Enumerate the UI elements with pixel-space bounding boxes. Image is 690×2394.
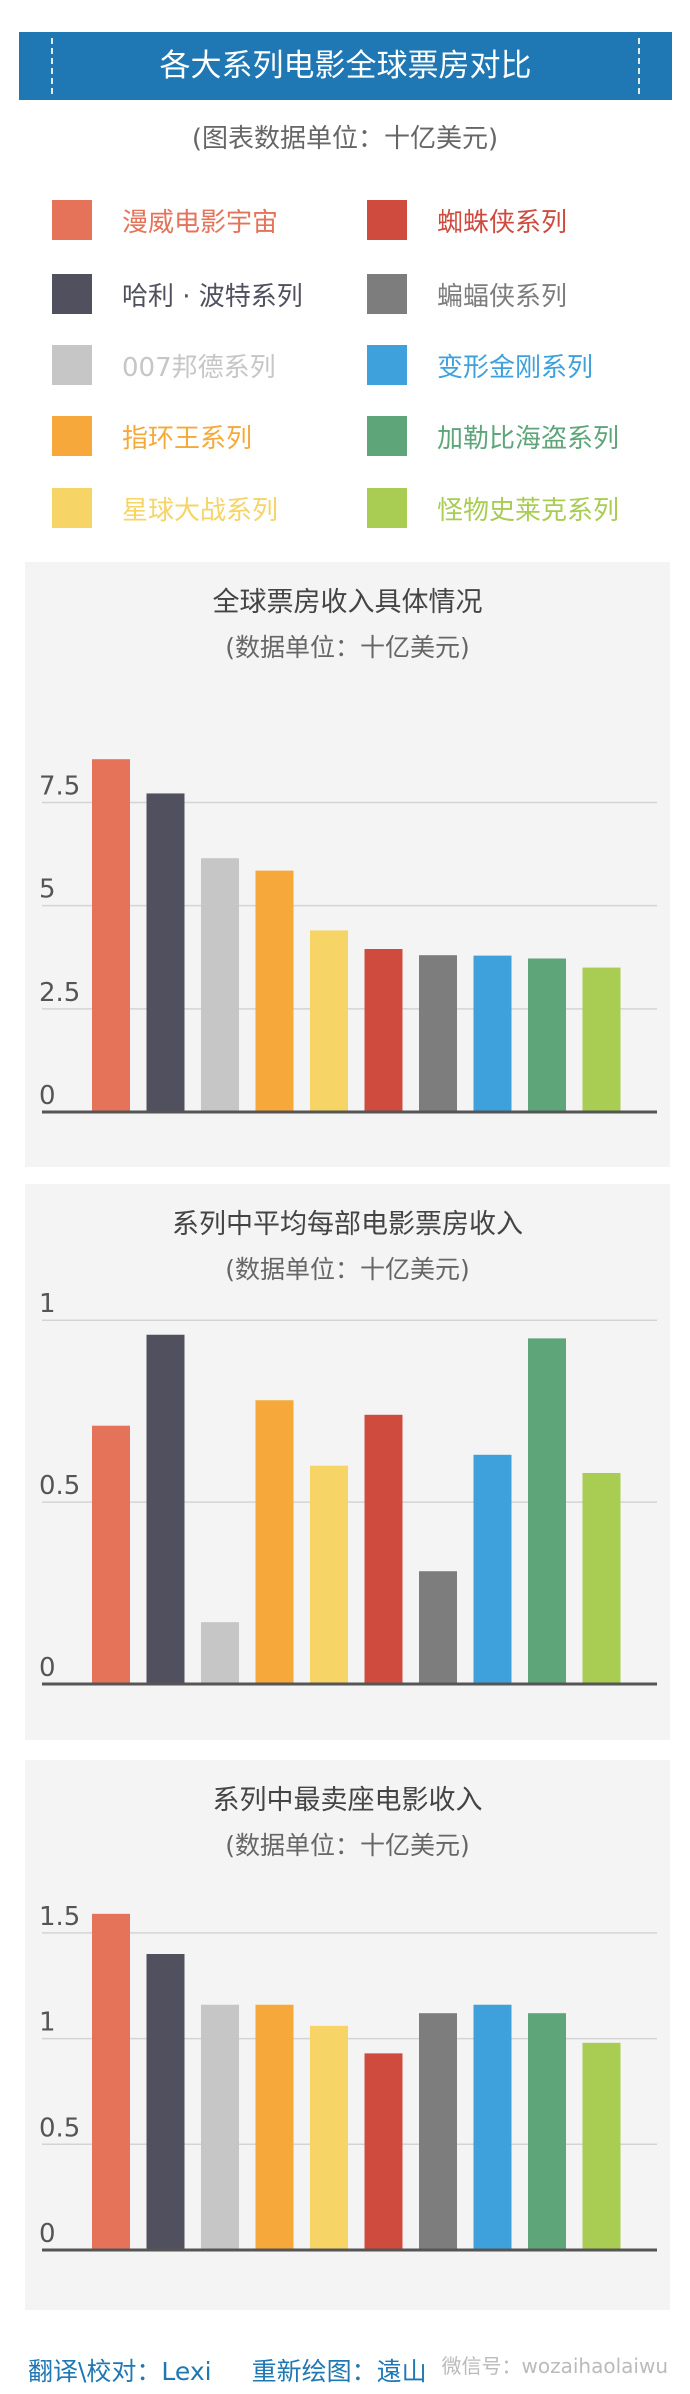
legend-label: 007邦德系列 bbox=[122, 352, 276, 383]
credit-translate: 翻译\校对：Lexi bbox=[28, 2357, 212, 2386]
chart-top-grossing-film: 0 0.5 1 1.5 bbox=[39, 1902, 657, 2252]
bar bbox=[146, 1334, 185, 1684]
legend-item: 加勒比海盗系列 bbox=[367, 416, 619, 456]
y-tick-label: 5 bbox=[39, 875, 56, 905]
legend-swatch bbox=[367, 416, 407, 456]
legend-swatch bbox=[52, 200, 92, 240]
bar bbox=[419, 955, 457, 1112]
bar bbox=[364, 2053, 403, 2250]
chart-title: 系列中最卖座电影收入 bbox=[212, 1785, 483, 1816]
legend-swatch bbox=[52, 416, 92, 456]
credit-redraw: 重新绘图：遠山 bbox=[251, 2357, 427, 2386]
legend-item: 007邦德系列 bbox=[52, 345, 276, 385]
watermark: 微信号：wozaihaolaiwu bbox=[441, 2354, 668, 2378]
legend-label: 漫威电影宇宙 bbox=[122, 207, 279, 238]
legend-item: 星球大战系列 bbox=[52, 488, 278, 528]
bar bbox=[473, 1454, 512, 1684]
y-tick-label: 1 bbox=[39, 1289, 56, 1319]
bar bbox=[419, 2013, 457, 2250]
legend-label: 指环王系列 bbox=[122, 423, 253, 454]
bar bbox=[146, 793, 185, 1112]
legend-swatch bbox=[367, 200, 407, 240]
chart-panel-top-film: 系列中最卖座电影收入 (数据单位：十亿美元) 0 0.5 1 1.5 bbox=[25, 1760, 670, 2310]
legend-swatch bbox=[52, 488, 92, 528]
bar bbox=[255, 1400, 294, 1684]
bar bbox=[528, 958, 566, 1112]
bar bbox=[364, 1414, 403, 1684]
chart-average-per-film: 00.51 bbox=[39, 1289, 657, 1686]
legend-item: 漫威电影宇宙 bbox=[52, 200, 278, 240]
bar bbox=[310, 1465, 348, 1684]
unit-note: (图表数据单位：十亿美元) bbox=[191, 124, 499, 154]
legend-label: 星球大战系列 bbox=[122, 495, 279, 526]
bar bbox=[201, 1622, 239, 1684]
y-tick-label: 0.5 bbox=[39, 1471, 80, 1501]
legend-item: 指环王系列 bbox=[52, 416, 252, 456]
y-tick-label: 0 bbox=[39, 1653, 56, 1683]
bar bbox=[528, 1338, 566, 1684]
bar bbox=[473, 2004, 512, 2250]
bar bbox=[255, 2004, 294, 2250]
bar bbox=[582, 2042, 621, 2250]
legend-item: 蜘蛛侠系列 bbox=[367, 200, 567, 240]
bar bbox=[473, 955, 512, 1112]
bar bbox=[255, 870, 294, 1112]
legend-item: 哈利 · 波特系列 bbox=[52, 274, 303, 314]
bar bbox=[582, 1472, 621, 1684]
footer-credits: 翻译\校对：Lexi 重新绘图：遠山 bbox=[28, 2352, 459, 2388]
legend-swatch bbox=[52, 274, 92, 314]
bar bbox=[310, 2025, 348, 2250]
legend-label: 怪物史莱克系列 bbox=[437, 495, 620, 526]
chart-title: 全球票房收入具体情况 bbox=[212, 587, 483, 618]
chart-subtitle: (数据单位：十亿美元) bbox=[225, 633, 470, 662]
legend-swatch bbox=[367, 274, 407, 314]
bar bbox=[201, 858, 239, 1112]
chart-title: 系列中平均每部电影票房收入 bbox=[172, 1209, 523, 1240]
header-dash-left bbox=[51, 38, 53, 94]
y-tick-label: 1 bbox=[39, 2008, 56, 2038]
bar bbox=[419, 1571, 457, 1684]
bar bbox=[528, 2013, 566, 2250]
header-banner: 各大系列电影全球票房对比 bbox=[19, 32, 672, 100]
legend-label: 蝙蝠侠系列 bbox=[437, 281, 568, 312]
bar bbox=[310, 930, 348, 1112]
page-title: 各大系列电影全球票房对比 bbox=[159, 48, 532, 84]
bar bbox=[92, 1425, 130, 1684]
chart-total-box-office: 0 2.5 5 7.5 bbox=[39, 759, 657, 1114]
chart-subtitle: (数据单位：十亿美元) bbox=[225, 1831, 470, 1860]
legend: 漫威电影宇宙 蜘蛛侠系列 哈利 · 波特系列 蝙蝠侠系列 007邦德系列 变形金… bbox=[52, 200, 652, 540]
legend-swatch bbox=[367, 345, 407, 385]
bar bbox=[92, 759, 130, 1112]
bar bbox=[364, 949, 403, 1112]
chart-panel-average: 系列中平均每部电影票房收入 (数据单位：十亿美元) 0 0.5 1 bbox=[25, 1184, 670, 1740]
bar bbox=[146, 1954, 185, 2250]
legend-label: 加勒比海盗系列 bbox=[437, 423, 620, 454]
legend-label: 哈利 · 波特系列 bbox=[122, 281, 303, 312]
bar bbox=[201, 2004, 239, 2250]
y-tick-label: 2.5 bbox=[39, 978, 80, 1008]
legend-label: 蜘蛛侠系列 bbox=[437, 207, 568, 238]
y-tick-label: 1.5 bbox=[39, 1902, 80, 1932]
legend-item: 变形金刚系列 bbox=[367, 345, 593, 385]
bar bbox=[92, 1913, 130, 2250]
chart-panel-total: 全球票房收入具体情况 (数据单位：十亿美元) 0 2.5 5 7.5 bbox=[25, 562, 670, 1167]
y-tick-label: 0.5 bbox=[39, 2113, 80, 2143]
legend-item: 蝙蝠侠系列 bbox=[367, 274, 567, 314]
chart-subtitle: (数据单位：十亿美元) bbox=[225, 1255, 470, 1284]
y-tick-label: 0 bbox=[39, 1081, 56, 1111]
y-tick-label: 0 bbox=[39, 2219, 56, 2249]
header-dash-right bbox=[638, 38, 640, 94]
legend-item: 怪物史莱克系列 bbox=[367, 488, 619, 528]
legend-label: 变形金刚系列 bbox=[437, 352, 594, 383]
y-tick-label: 7.5 bbox=[39, 772, 80, 802]
legend-swatch bbox=[367, 488, 407, 528]
legend-swatch bbox=[52, 345, 92, 385]
bar bbox=[582, 967, 621, 1112]
